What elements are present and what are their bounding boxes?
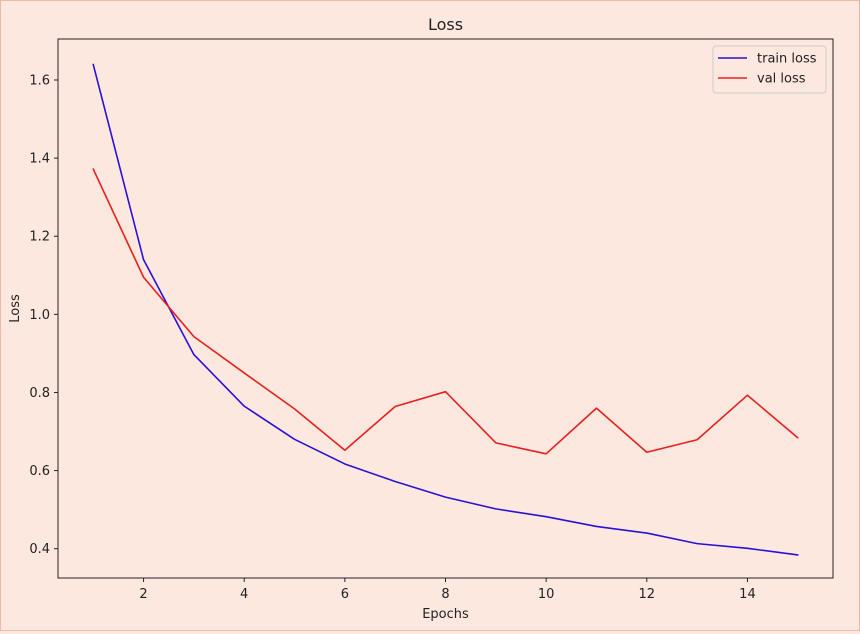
x-axis-label: Epochs: [422, 607, 469, 622]
legend-label: train loss: [757, 52, 817, 67]
x-tick-label: 8: [441, 587, 449, 602]
y-tick-label: 0.6: [29, 464, 50, 479]
legend: train loss val loss: [712, 45, 827, 94]
y-tick-label: 1.2: [29, 230, 50, 245]
series-line-val-loss: [92, 168, 799, 455]
y-tick-label: 1.4: [29, 152, 50, 167]
legend-label: val loss: [757, 72, 806, 87]
x-tick-label: 10: [538, 587, 555, 602]
y-axis-ticks: 0.4 0.6 0.8 1.0 1.2 1.4 1.6: [29, 74, 58, 557]
x-tick-label: 12: [639, 587, 656, 602]
y-tick-label: 1.0: [29, 308, 50, 323]
y-tick-label: 0.8: [29, 386, 50, 401]
plot-area: [57, 38, 834, 579]
y-axis-label: Loss: [8, 294, 23, 323]
y-tick-label: 0.4: [29, 542, 50, 557]
x-tick-label: 14: [739, 587, 756, 602]
x-tick-label: 6: [341, 587, 349, 602]
chart-title: Loss: [428, 15, 463, 34]
y-tick-label: 1.6: [29, 74, 50, 89]
series-line-train-loss: [92, 63, 799, 556]
x-axis-ticks: 2 4 6 8 10 12 14: [139, 578, 756, 602]
series-lines: [92, 63, 799, 556]
x-tick-label: 2: [139, 587, 147, 602]
x-tick-label: 4: [240, 587, 248, 602]
